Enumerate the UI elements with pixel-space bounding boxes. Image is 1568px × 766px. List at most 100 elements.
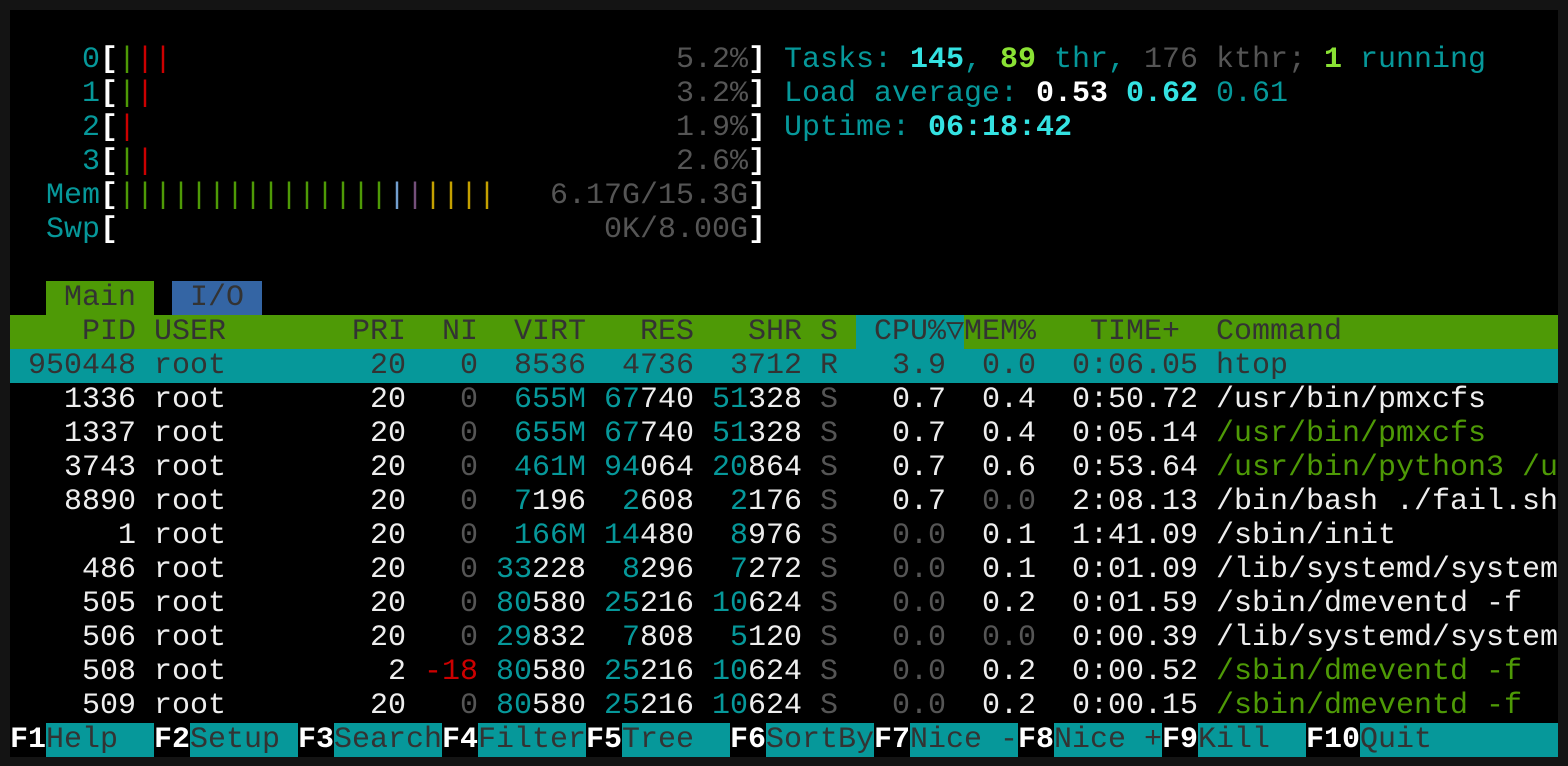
cell-res[interactable]: 25216 xyxy=(604,655,694,689)
cell-mem[interactable]: 0.6 xyxy=(982,451,1037,485)
fkey-label[interactable]: Tree xyxy=(622,723,695,757)
cell-pid[interactable]: 509 xyxy=(82,689,137,723)
cell-s[interactable]: S xyxy=(820,519,839,553)
fkey-f4[interactable]: F4 xyxy=(442,723,479,757)
cell-pid[interactable]: 486 xyxy=(82,553,137,587)
cell-user[interactable]: root xyxy=(154,383,227,417)
cell-ni[interactable]: 0 xyxy=(460,689,479,723)
cell-time[interactable]: 0:00.39 xyxy=(1072,621,1199,655)
fkey-kill-button[interactable] xyxy=(1198,723,1306,757)
cell-mem[interactable]: 0.2 xyxy=(982,689,1037,723)
column-header-pid[interactable]: PID xyxy=(82,315,137,349)
tab-io[interactable] xyxy=(172,281,262,315)
cell-pri[interactable]: 20 xyxy=(370,451,407,485)
cell-time[interactable]: 0:00.15 xyxy=(1072,689,1199,723)
cell-mem[interactable]: 0.4 xyxy=(982,417,1037,451)
column-header-command[interactable]: Command xyxy=(1216,315,1343,349)
column-header-mem[interactable]: MEM% xyxy=(964,315,1037,349)
cell-cpu[interactable]: 0.7 xyxy=(892,417,947,451)
cell-pri[interactable]: 20 xyxy=(370,383,407,417)
cell-res[interactable]: 2608 xyxy=(622,485,694,519)
tab-main[interactable] xyxy=(46,281,154,315)
cell-mem[interactable]: 0.2 xyxy=(982,655,1037,689)
cell-shr[interactable]: 51328 xyxy=(712,383,802,417)
cell-s[interactable]: S xyxy=(820,689,839,723)
cell-s[interactable]: S xyxy=(820,553,839,587)
cell-virt[interactable]: 80580 xyxy=(496,655,586,689)
cell-pid[interactable]: 1336 xyxy=(64,383,137,417)
column-header-ni[interactable]: NI xyxy=(442,315,479,349)
cell-virt[interactable]: 33228 xyxy=(496,553,586,587)
fkey-filter-button[interactable] xyxy=(478,723,586,757)
cell-user[interactable]: root xyxy=(154,621,227,655)
cell-shr[interactable]: 2176 xyxy=(730,485,802,519)
cell-command[interactable]: /bin/bash ./fail.sh xyxy=(1216,485,1558,519)
cell-command[interactable]: htop xyxy=(1216,349,1289,383)
cell-time[interactable]: 1:41.09 xyxy=(1072,519,1199,553)
selected-row[interactable] xyxy=(10,349,1558,383)
column-header-time[interactable]: TIME+ xyxy=(1090,315,1181,349)
cell-command[interactable]: /sbin/dmeventd -f xyxy=(1216,689,1523,723)
cell-virt[interactable]: 461M xyxy=(514,451,586,485)
fkey-search-button[interactable] xyxy=(334,723,442,757)
cell-time[interactable]: 0:05.14 xyxy=(1072,417,1199,451)
cell-shr[interactable]: 3712 xyxy=(730,349,803,383)
cell-user[interactable]: root xyxy=(154,417,227,451)
cell-mem[interactable]: 0.1 xyxy=(982,519,1037,553)
cell-virt[interactable]: 7196 xyxy=(514,485,586,519)
cell-shr[interactable]: 10624 xyxy=(712,655,802,689)
cell-res[interactable]: 14480 xyxy=(604,519,694,553)
cell-cpu[interactable]: 0.0 xyxy=(892,519,947,553)
fkey-f6[interactable]: F6 xyxy=(730,723,767,757)
cell-cpu[interactable]: 0.0 xyxy=(892,553,947,587)
column-header-s[interactable]: S xyxy=(820,315,839,349)
cell-s[interactable]: S xyxy=(820,417,839,451)
fkey-f2[interactable]: F2 xyxy=(154,723,191,757)
cell-pid[interactable]: 506 xyxy=(82,621,137,655)
cell-s[interactable]: S xyxy=(820,621,839,655)
cell-s[interactable]: S xyxy=(820,587,839,621)
cell-shr[interactable]: 5120 xyxy=(730,621,802,655)
cell-mem[interactable]: 0.0 xyxy=(982,621,1037,655)
cell-pid[interactable]: 1 xyxy=(118,519,137,553)
tab-label[interactable]: Main xyxy=(64,281,137,315)
fkey-f8[interactable]: F8 xyxy=(1018,723,1055,757)
cell-user[interactable]: root xyxy=(154,587,227,621)
fkey-label[interactable]: Kill xyxy=(1198,723,1271,757)
cell-virt[interactable]: 80580 xyxy=(496,587,586,621)
cell-mem[interactable]: 0.0 xyxy=(982,485,1037,519)
cell-ni[interactable]: 0 xyxy=(460,587,479,621)
cell-pri[interactable]: 2 xyxy=(388,655,407,689)
cell-command[interactable]: /sbin/dmeventd -f xyxy=(1216,587,1523,621)
cell-pid[interactable]: 8890 xyxy=(64,485,137,519)
fkey-label[interactable]: Nice - xyxy=(910,723,1019,757)
cell-time[interactable]: 0:53.64 xyxy=(1072,451,1199,485)
cell-mem[interactable]: 0.2 xyxy=(982,587,1037,621)
cell-res[interactable]: 7808 xyxy=(622,621,694,655)
cell-command[interactable]: /sbin/dmeventd -f xyxy=(1216,655,1523,689)
fkey-setup-button[interactable] xyxy=(190,723,298,757)
cell-shr[interactable]: 20864 xyxy=(712,451,802,485)
cell-pid[interactable]: 505 xyxy=(82,587,137,621)
cell-time[interactable]: 0:01.59 xyxy=(1072,587,1199,621)
cell-res[interactable]: 25216 xyxy=(604,689,694,723)
cell-res[interactable]: 4736 xyxy=(622,349,695,383)
cell-cpu[interactable]: 3.9 xyxy=(892,349,947,383)
cell-virt[interactable]: 655M xyxy=(514,417,586,451)
cell-shr[interactable]: 7272 xyxy=(730,553,802,587)
cell-pri[interactable]: 20 xyxy=(370,587,407,621)
cell-s[interactable]: S xyxy=(820,383,839,417)
column-header-user[interactable]: USER xyxy=(154,315,227,349)
fkey-tree-button[interactable] xyxy=(622,723,730,757)
cell-pri[interactable]: 20 xyxy=(370,349,407,383)
cell-s[interactable]: S xyxy=(820,485,839,519)
fkey-label[interactable]: Search xyxy=(334,723,443,757)
cell-ni[interactable]: -18 xyxy=(424,655,479,689)
tab-label[interactable]: I/O xyxy=(190,281,245,315)
cell-virt[interactable]: 8536 xyxy=(514,349,587,383)
fkey-f10[interactable]: F10 xyxy=(1306,723,1361,757)
cell-pri[interactable]: 20 xyxy=(370,689,407,723)
cell-shr[interactable]: 10624 xyxy=(712,689,802,723)
cell-time[interactable]: 0:06.05 xyxy=(1072,349,1199,383)
cell-pid[interactable]: 1337 xyxy=(64,417,137,451)
